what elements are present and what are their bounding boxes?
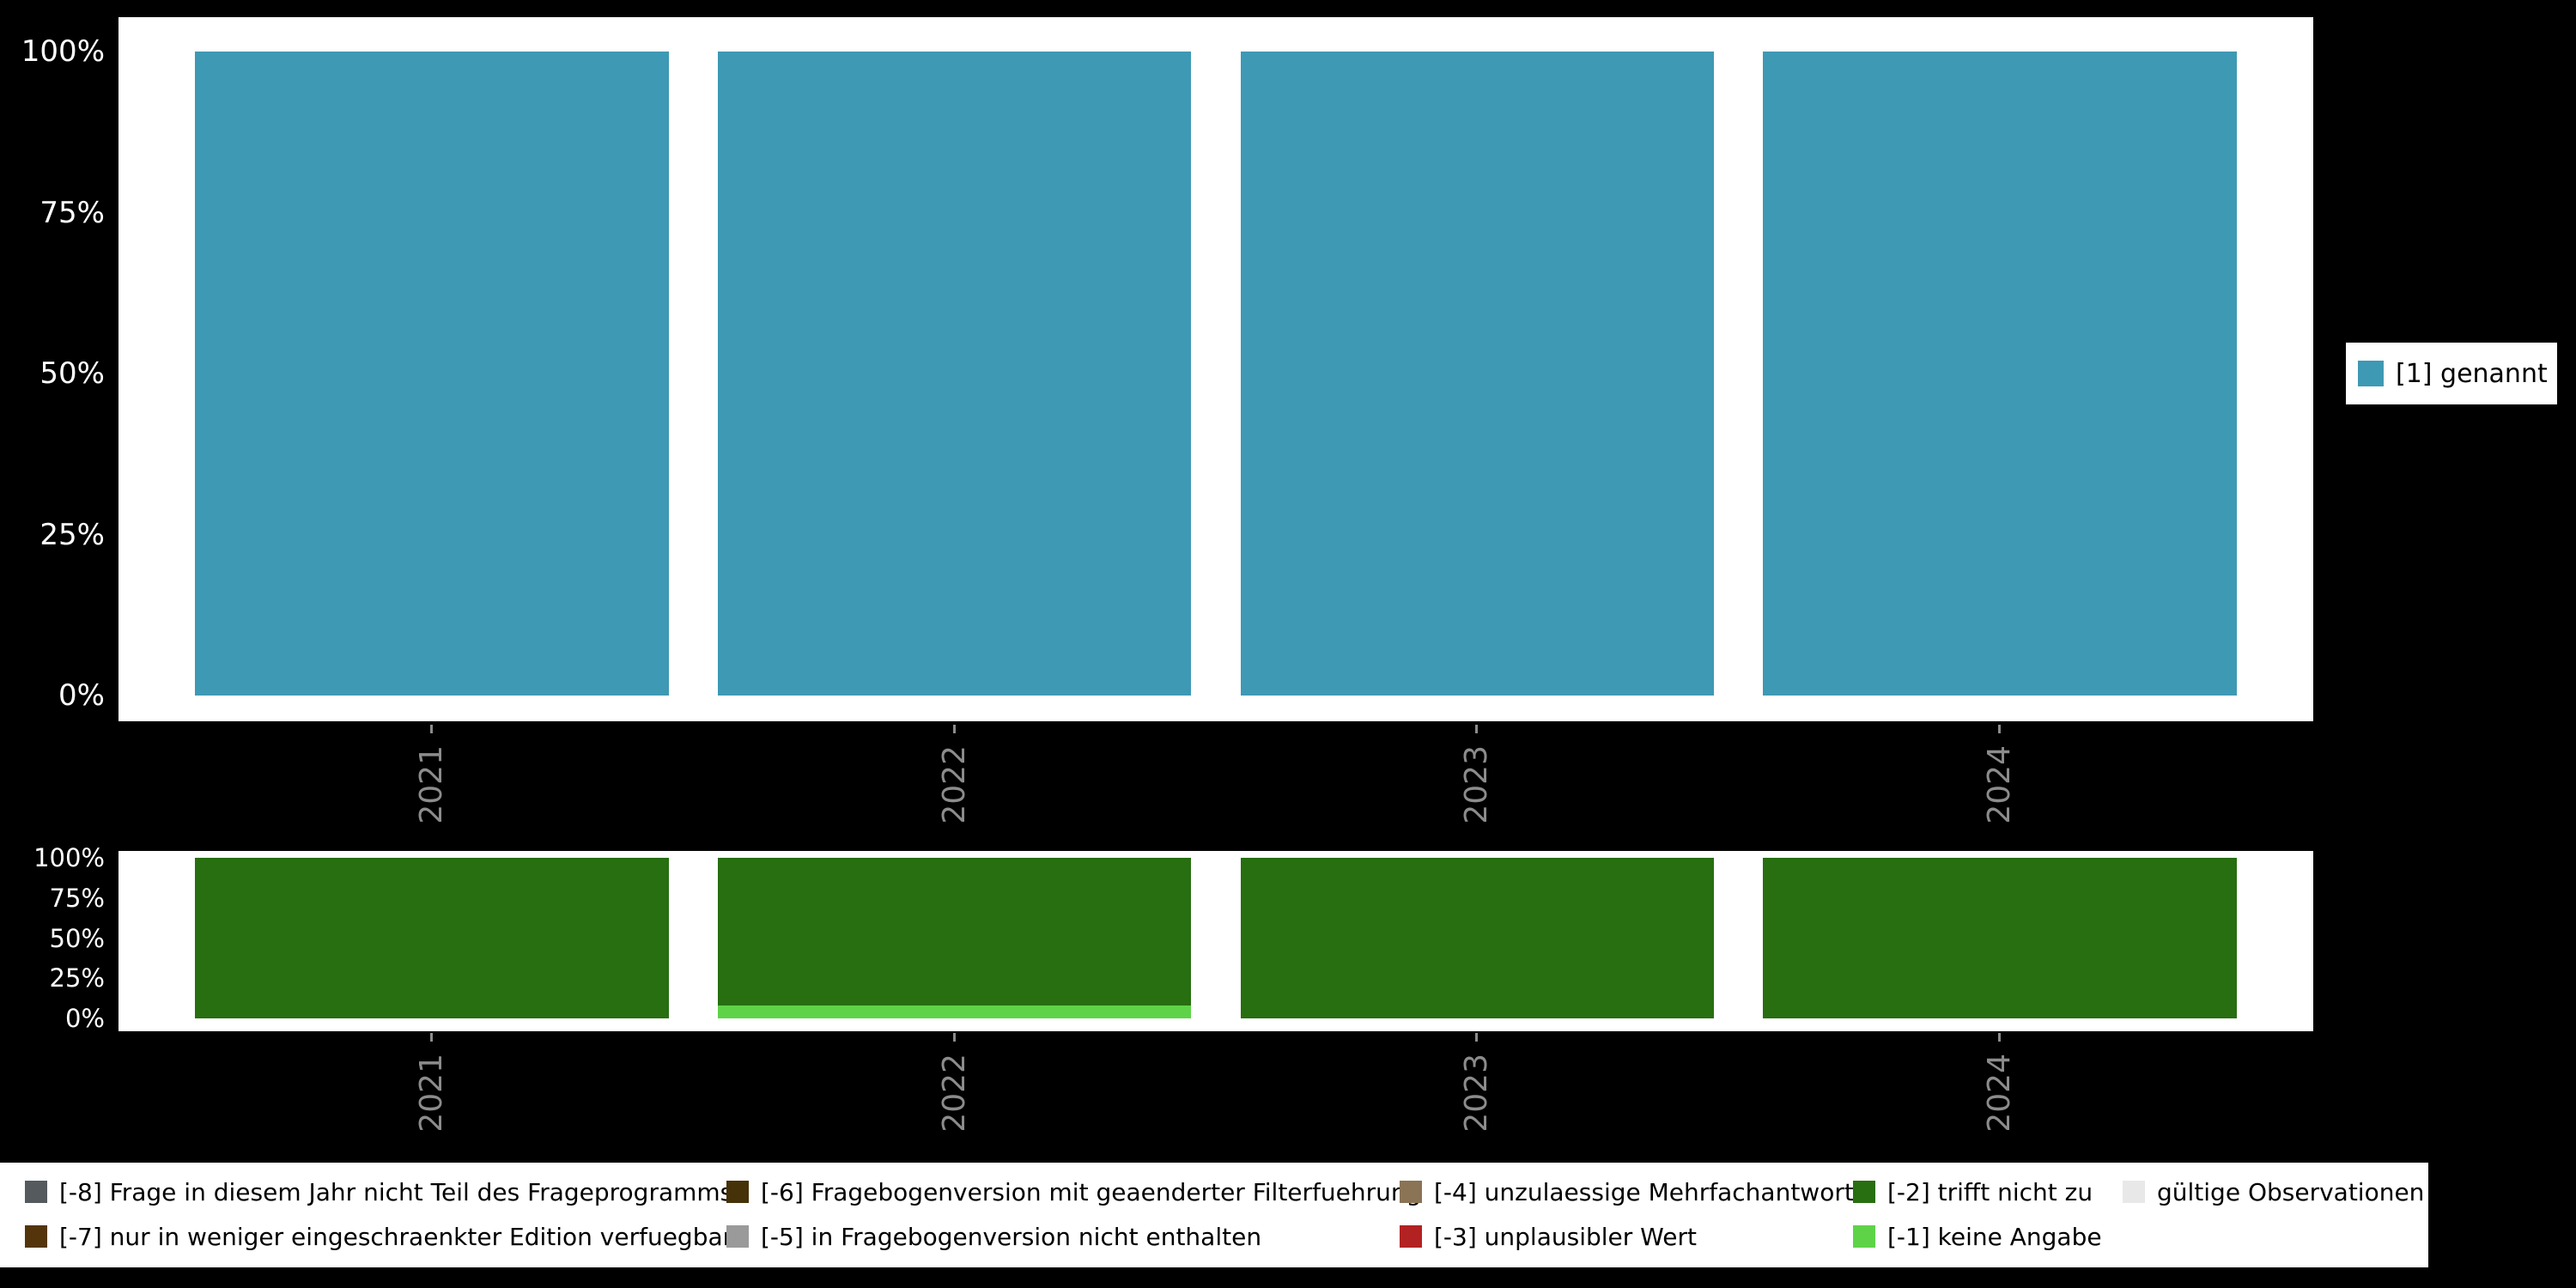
missing-values-legend: [-8] Frage in diesem Jahr nicht Teil des…: [0, 1163, 2428, 1267]
legend-column-1: [-8] Frage in diesem Jahr nicht Teil des…: [25, 1170, 732, 1267]
bar-segment: [1240, 858, 1714, 1018]
y-axis-tick-label: 100%: [33, 843, 105, 872]
legend-item: [-3] unplausibler Wert: [1400, 1214, 1853, 1259]
legend-item: [-8] Frage in diesem Jahr nicht Teil des…: [25, 1170, 732, 1214]
x-axis-slot: 2024: [1763, 725, 2236, 854]
legend-label: gültige Observationen: [2157, 1177, 2425, 1206]
axis-tick-mark: [1475, 1033, 1479, 1042]
bar-segment: [717, 858, 1192, 1006]
bar-slot-2023: [1240, 52, 1714, 696]
top-chart-x-axis: 2021 2022 2023 2024: [195, 725, 2236, 854]
axis-tick-mark: [1997, 725, 2001, 733]
y-axis-tick-label: 25%: [49, 963, 105, 993]
legend-label: [-8] Frage in diesem Jahr nicht Teil des…: [59, 1177, 733, 1206]
legend-column-3: [-4] unzulaessige Mehrfachantwort [-3] un…: [1400, 1170, 1854, 1267]
legend-item: [-4] unzulaessige Mehrfachantwort: [1400, 1170, 1854, 1214]
bottom-plot-area: [195, 858, 2237, 1018]
bar-2023: [1240, 52, 1714, 696]
axis-tick-mark: [952, 725, 956, 733]
legend-label: [-4] unzulaessige Mehrfachantwort: [1434, 1177, 1854, 1206]
legend-item: [-6] Fragebogenversion mit geaenderter F…: [726, 1170, 1421, 1214]
x-axis-label: 2023: [1459, 745, 1495, 824]
bar-2022: [717, 52, 1192, 696]
legend-swatch: [726, 1181, 749, 1203]
y-axis-tick-label: 0%: [64, 1004, 105, 1033]
y-axis-tick-label: 75%: [39, 195, 105, 230]
y-axis-tick-label: 0%: [58, 678, 105, 713]
legend-swatch: [2123, 1181, 2145, 1203]
bottom-chart-x-axis: 2021 2022 2023 2024: [195, 1033, 2236, 1162]
legend-item: gültige Observationen: [2123, 1170, 2424, 1214]
legend-label: [-6] Fragebogenversion mit geaenderter F…: [761, 1177, 1422, 1206]
legend-item: [-7] nur in weniger eingeschraenkter Edi…: [25, 1214, 732, 1259]
axis-tick-mark: [430, 1033, 434, 1042]
bar-segment: [717, 1005, 1192, 1018]
x-axis-slot: 2021: [195, 1033, 668, 1162]
top-plot-area: [195, 52, 2237, 696]
axis-tick-mark: [1997, 1033, 2001, 1042]
bar-2024: [1763, 52, 2237, 696]
bar-slot-2022: [717, 52, 1192, 696]
legend-label: [-5] in Fragebogenversion nicht enthalte…: [761, 1222, 1262, 1251]
x-axis-slot: 2021: [195, 725, 668, 854]
bar-slot-2021: [195, 52, 669, 696]
top-chart-y-axis: 0% 25% 50% 75% 100%: [0, 34, 105, 713]
axis-tick-mark: [952, 1033, 956, 1042]
legend-item: [-1] keine Angabe: [1853, 1214, 2123, 1259]
legend-label: [-1] keine Angabe: [1887, 1222, 2102, 1251]
stacked-bar-slot-2021: [195, 858, 669, 1018]
x-axis-label: 2024: [1981, 745, 2017, 824]
x-axis-slot: 2023: [1240, 725, 1713, 854]
bar-segment: [195, 858, 669, 1018]
x-axis-label: 2021: [414, 745, 450, 824]
x-axis-label: 2022: [936, 1054, 972, 1133]
legend-swatch: [25, 1225, 47, 1248]
stacked-bar-slot-2022: [717, 858, 1192, 1018]
legend-swatch: [1853, 1181, 1875, 1203]
legend-swatch: [1400, 1225, 1422, 1248]
legend-swatch: [25, 1181, 47, 1203]
right-legend-label: [1] genannt: [2396, 358, 2548, 389]
right-legend-swatch: [2358, 361, 2384, 386]
legend-item: [-5] in Fragebogenversion nicht enthalte…: [726, 1214, 1400, 1259]
legend-column-2: [-6] Fragebogenversion mit geaenderter F…: [726, 1170, 1421, 1267]
x-axis-label: 2021: [414, 1054, 450, 1133]
bar-slot-2024: [1763, 52, 2237, 696]
x-axis-slot: 2022: [718, 725, 1191, 854]
axis-tick-mark: [1475, 725, 1479, 733]
y-axis-tick-label: 75%: [49, 883, 105, 913]
bar-segment: [1763, 858, 2237, 1018]
x-axis-label: 2023: [1459, 1054, 1495, 1133]
missing-values-panel: [118, 851, 2313, 1031]
bar-2021: [195, 52, 669, 696]
y-axis-tick-label: 100%: [21, 34, 105, 69]
axis-tick-mark: [430, 725, 434, 733]
y-axis-tick-label: 50%: [49, 923, 105, 953]
legend-label: [-3] unplausibler Wert: [1434, 1222, 1697, 1251]
y-axis-tick-label: 25%: [39, 517, 105, 552]
legend-swatch: [726, 1225, 749, 1248]
y-axis-tick-label: 50%: [39, 356, 105, 391]
top-chart-legend: [1] genannt: [2346, 343, 2557, 404]
legend-column-5: gültige Observationen: [2123, 1170, 2424, 1267]
legend-column-4: [-2] trifft nicht zu [-1] keine Angabe: [1853, 1170, 2123, 1267]
x-axis-label: 2024: [1981, 1054, 2017, 1133]
stacked-bar-slot-2023: [1240, 858, 1714, 1018]
response-distribution-panel: [118, 17, 2313, 721]
legend-swatch: [1853, 1225, 1875, 1248]
bottom-chart-y-axis: 0% 25% 50% 75% 100%: [0, 843, 105, 1033]
stacked-bar-slot-2024: [1763, 858, 2237, 1018]
legend-label: [-2] trifft nicht zu: [1887, 1177, 2093, 1206]
x-axis-label: 2022: [936, 745, 972, 824]
x-axis-slot: 2024: [1763, 1033, 2236, 1162]
legend-label: [-7] nur in weniger eingeschraenkter Edi…: [59, 1222, 733, 1251]
x-axis-slot: 2022: [718, 1033, 1191, 1162]
legend-item: [-2] trifft nicht zu: [1853, 1170, 2123, 1214]
legend-swatch: [1400, 1181, 1422, 1203]
x-axis-slot: 2023: [1240, 1033, 1713, 1162]
